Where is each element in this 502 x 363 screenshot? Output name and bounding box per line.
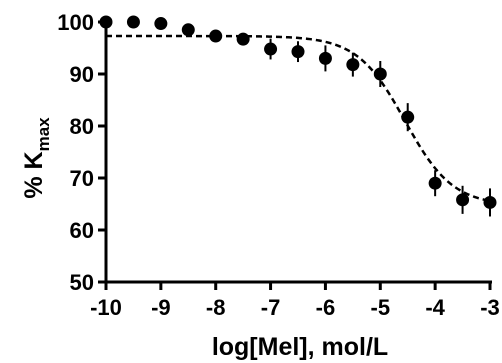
data-point bbox=[318, 51, 332, 65]
x-tick-label: -7 bbox=[261, 295, 281, 320]
data-point bbox=[428, 176, 442, 190]
fit-curve bbox=[106, 34, 491, 203]
data-point bbox=[483, 195, 497, 209]
x-tick-label: -5 bbox=[371, 295, 391, 320]
x-tick-label: -3 bbox=[480, 295, 500, 320]
y-tick-label: 90 bbox=[70, 62, 94, 87]
data-point bbox=[99, 15, 113, 29]
y-tick-label: 100 bbox=[57, 10, 94, 35]
y-tick-label: 80 bbox=[70, 114, 94, 139]
x-tick-label: -9 bbox=[151, 295, 171, 320]
data-point bbox=[291, 45, 305, 59]
y-axis-title-subscript: max bbox=[34, 117, 53, 152]
data-point bbox=[456, 193, 470, 207]
data-point bbox=[346, 58, 360, 72]
y-axis-ticks: 50 60 70 80 90 100 bbox=[57, 10, 106, 295]
data-point bbox=[373, 67, 387, 81]
fit-curve-layer bbox=[106, 34, 491, 203]
x-axis-title: log[Mel], mol/L bbox=[212, 333, 388, 361]
axes bbox=[104, 20, 492, 284]
x-tick-label: -4 bbox=[425, 295, 445, 320]
y-tick-label: 50 bbox=[70, 270, 94, 295]
y-tick-label: 70 bbox=[70, 166, 94, 191]
data-point bbox=[236, 32, 250, 46]
data-point bbox=[181, 23, 195, 37]
data-point bbox=[209, 29, 223, 43]
data-point bbox=[126, 15, 140, 29]
data-point bbox=[264, 42, 278, 56]
x-tick-label: -10 bbox=[90, 295, 122, 320]
data-point bbox=[154, 17, 168, 31]
data-points-layer bbox=[99, 15, 497, 217]
y-tick-label: 60 bbox=[70, 218, 94, 243]
data-point bbox=[401, 110, 415, 124]
x-axis-ticks: -10 -9 -8 -7 -6 -5 -4 -3 bbox=[90, 282, 500, 320]
x-tick-label: -6 bbox=[316, 295, 336, 320]
y-axis-title: % Kmax bbox=[20, 117, 53, 199]
y-axis-title-main: % K bbox=[20, 151, 48, 198]
x-tick-label: -8 bbox=[206, 295, 226, 320]
